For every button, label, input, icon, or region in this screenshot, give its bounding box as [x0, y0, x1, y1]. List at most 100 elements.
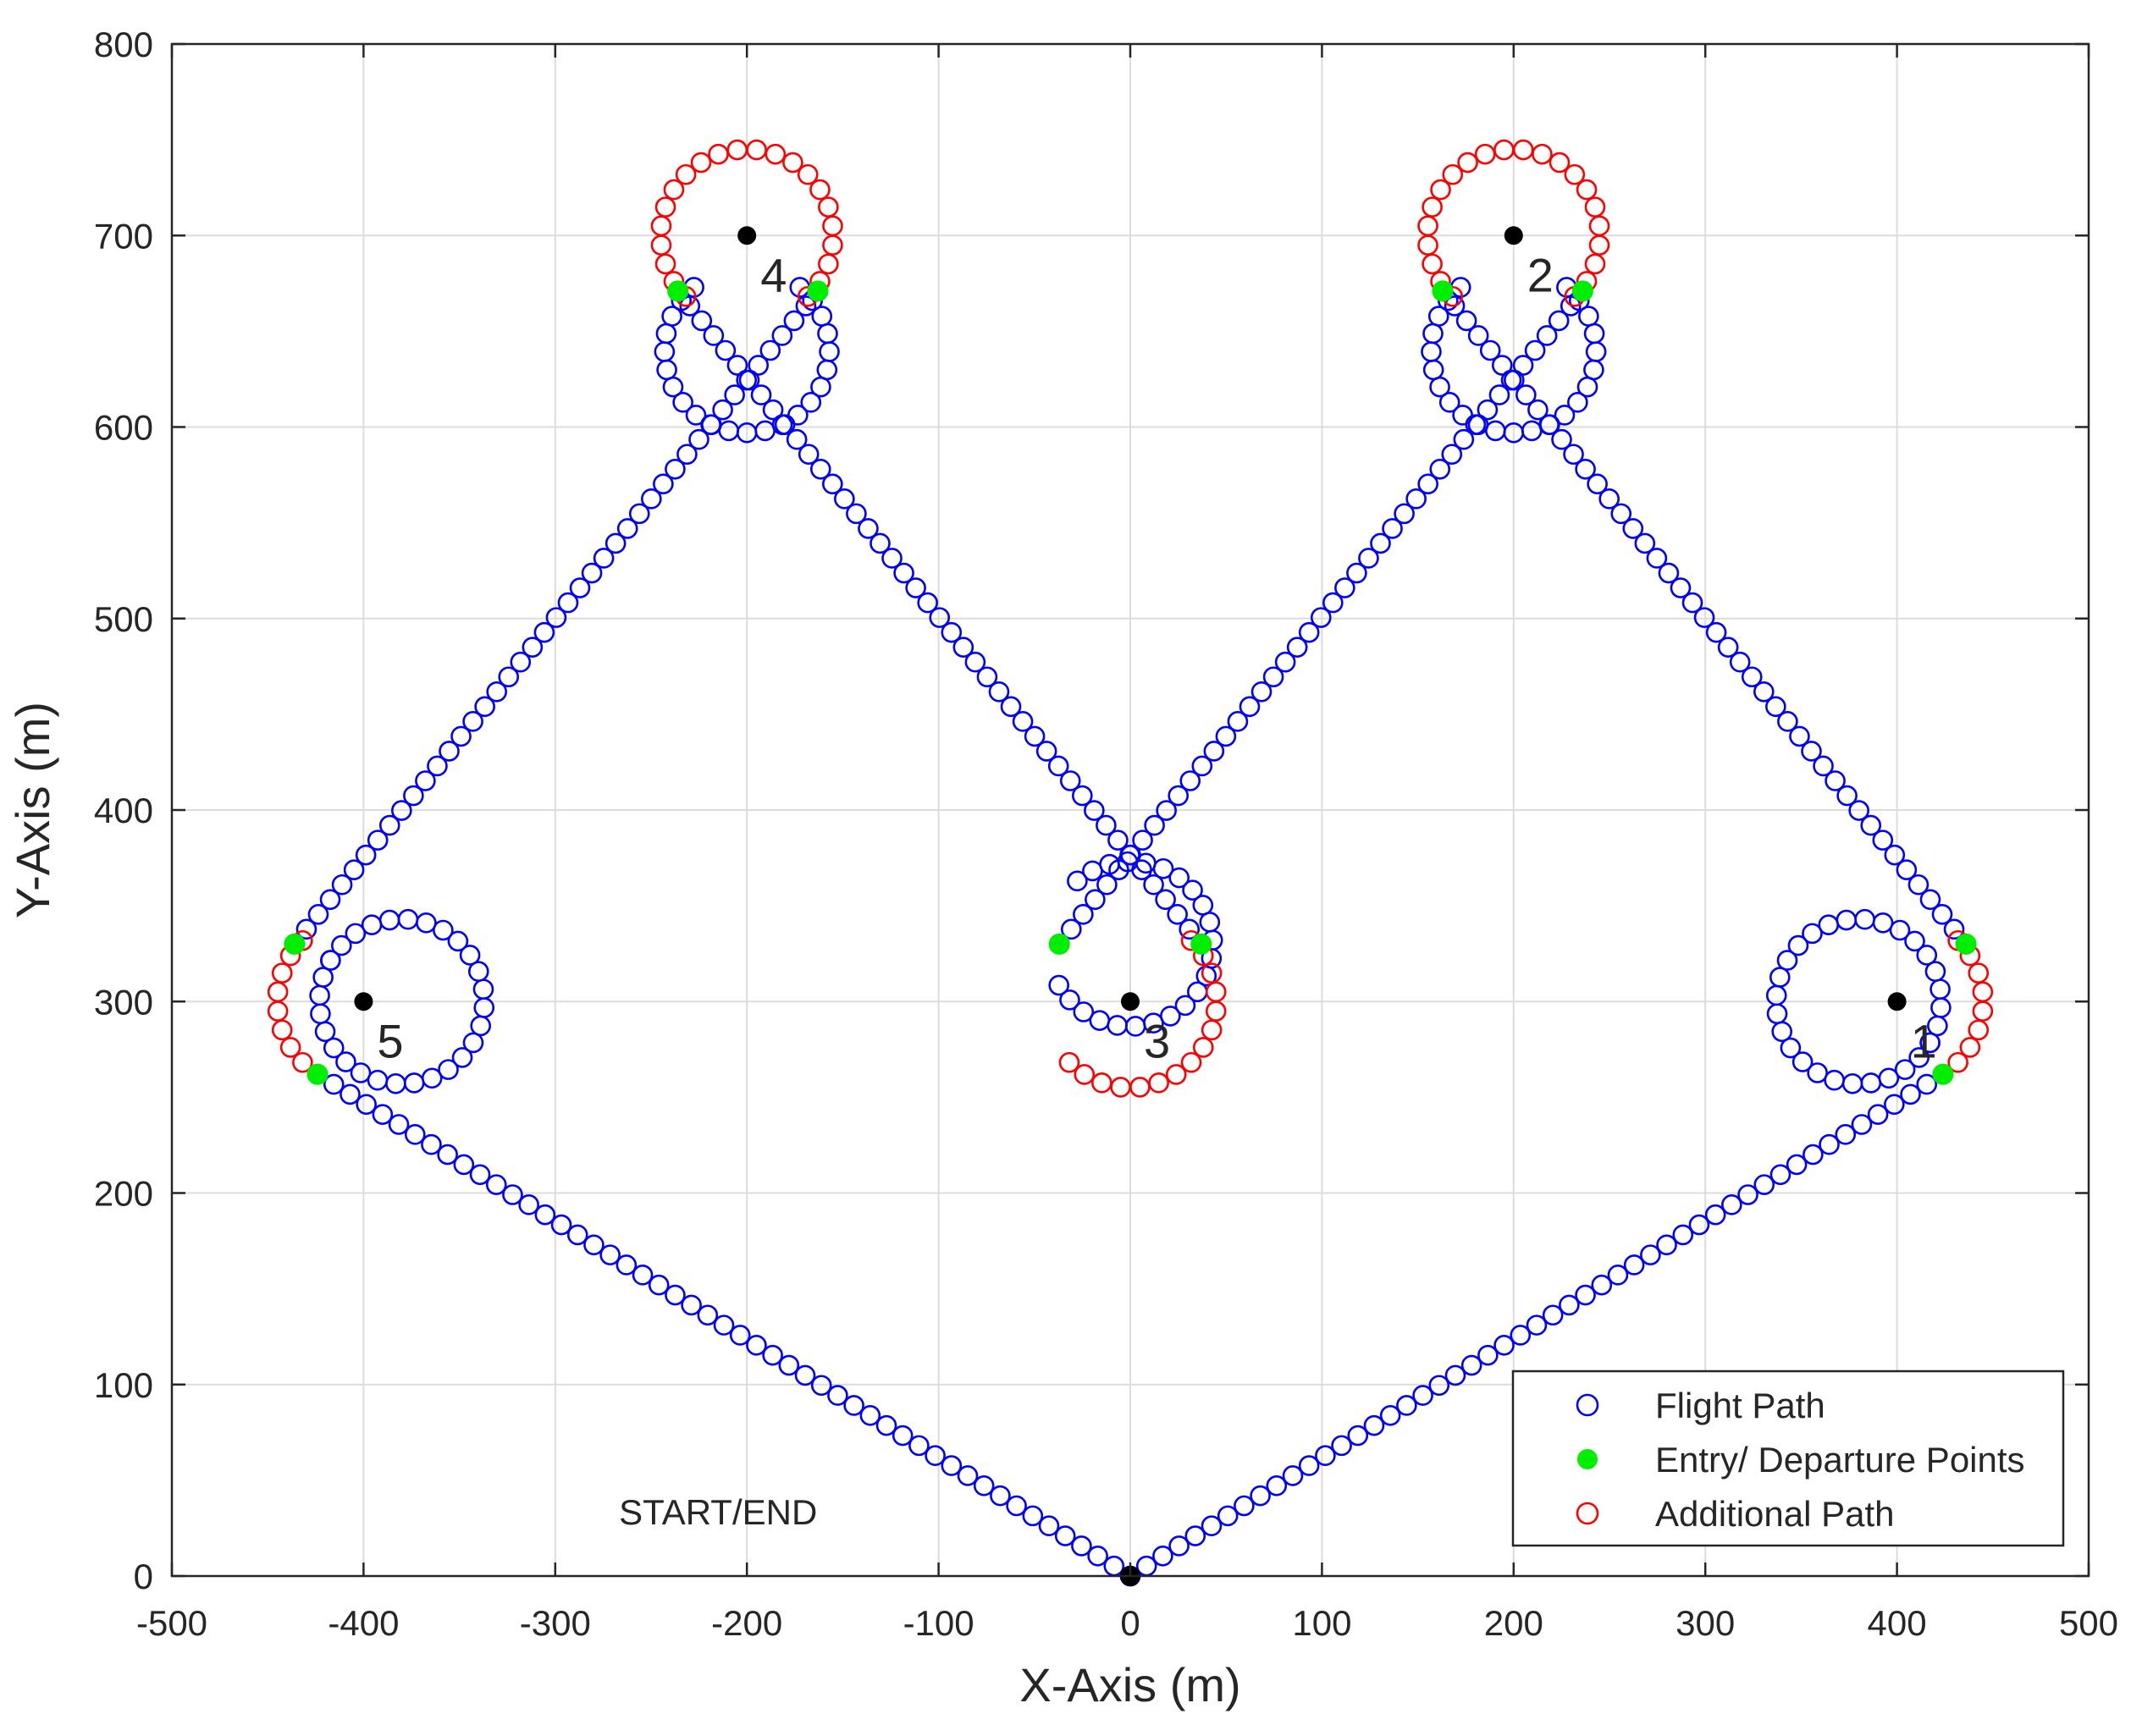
flight-path-point [859, 1405, 881, 1426]
flight-path-point [697, 1304, 719, 1326]
flight-path-point [437, 1144, 458, 1166]
additional-path-point [818, 253, 839, 275]
flight-path-point [1405, 488, 1427, 510]
flight-path-point [1867, 1104, 1889, 1125]
flight-path-point [450, 725, 472, 747]
flight-path-point [447, 930, 469, 952]
y-tick-label: 500 [94, 599, 153, 639]
flight-path-point [462, 711, 483, 732]
flight-path-point [1623, 1254, 1645, 1276]
flight-path-point [662, 376, 684, 398]
flight-path-point [1455, 310, 1477, 332]
flight-path-point [1493, 1335, 1515, 1356]
flight-path-point [1174, 995, 1196, 1017]
flight-path-point [319, 889, 341, 911]
flight-path-point [518, 1194, 539, 1215]
additional-path-point [1532, 143, 1553, 165]
flight-path-point [726, 355, 748, 376]
waypoint-label: 3 [1144, 1014, 1170, 1067]
flight-path-point [1096, 814, 1117, 836]
flight-path-point [809, 458, 831, 480]
flight-path-point [1825, 770, 1846, 791]
additional-path-point [782, 152, 803, 174]
flight-path-point [1943, 918, 1965, 940]
additional-path-point [292, 1051, 313, 1073]
flight-path-point [1073, 1001, 1095, 1022]
flight-path-point [1047, 755, 1069, 777]
waypoint-marker [1887, 992, 1907, 1011]
flight-path-point [1640, 1244, 1661, 1265]
flight-path-point [1634, 532, 1656, 554]
flight-path-point [1916, 1073, 1938, 1095]
flight-path-point [1428, 1375, 1450, 1397]
flight-path-point [1524, 339, 1546, 361]
flight-path-point [892, 1425, 914, 1447]
flight-path-point [1542, 1304, 1564, 1326]
flight-path-point [1836, 785, 1858, 807]
flight-path-point [1526, 1314, 1548, 1336]
flight-path-point [1071, 785, 1093, 807]
flight-path-point [1884, 1094, 1905, 1116]
additional-path-point [1205, 981, 1227, 1003]
flight-path-point [811, 306, 833, 327]
additional-path-point [797, 163, 819, 185]
flight-path-point [1789, 725, 1810, 747]
flight-path-point [1908, 1047, 1929, 1068]
additional-path-point [1074, 1064, 1096, 1085]
flight-path-point [361, 914, 383, 935]
flight-path-point [314, 1021, 336, 1043]
flight-path-point [534, 1204, 556, 1226]
additional-path-point [765, 143, 787, 165]
flight-path-point [1848, 800, 1869, 821]
flight-path-point [1575, 1284, 1596, 1306]
additional-path-point [1968, 1019, 1990, 1041]
x-tick-label: 300 [1676, 1603, 1735, 1643]
flight-path-point [1429, 376, 1450, 398]
flight-path-point [1379, 1405, 1401, 1426]
flight-path-point [681, 1294, 702, 1316]
additional-path-point [1430, 179, 1451, 201]
flight-path-point [1786, 1154, 1808, 1176]
flight-path-point [355, 844, 377, 866]
flight-path-point [1096, 874, 1118, 896]
flight-path-point [1179, 918, 1201, 940]
flight-path-point [1334, 577, 1355, 598]
flight-path-point [1331, 1435, 1352, 1457]
flight-path-point [486, 681, 507, 703]
flight-path-point [1022, 1505, 1044, 1527]
entry-departure-point [284, 933, 306, 955]
flight-path-point [990, 1485, 1011, 1507]
entry-departure-point [1932, 1063, 1954, 1085]
flight-path-point [1444, 1364, 1466, 1386]
additional-path-point [1201, 962, 1223, 984]
flight-path-point [875, 1414, 897, 1436]
flight-path-point [1567, 392, 1588, 413]
flight-path-point [1510, 1325, 1532, 1346]
flight-path-point [827, 1385, 848, 1406]
legend-label: Flight Path [1655, 1386, 1825, 1425]
flight-path-point [1234, 1495, 1255, 1517]
flight-path-point [1681, 592, 1703, 614]
flight-path-point [1168, 785, 1190, 807]
flight-path-point [746, 1335, 767, 1356]
flight-path-point [1729, 651, 1751, 673]
additional-path-point [654, 253, 676, 275]
flight-path-point [771, 414, 793, 436]
waypoint-labels: 1 2 3 4 5 START/END [377, 248, 1936, 1532]
flight-path-point [1884, 844, 1906, 866]
additional-path-point [1129, 1077, 1151, 1098]
flight-path-point [1156, 800, 1177, 821]
flight-path-point [1704, 1204, 1726, 1226]
flight-path-point [533, 621, 555, 643]
x-tick-label: -500 [136, 1603, 207, 1643]
flight-path-point [1575, 458, 1596, 480]
legend-marker-entry-departure [1577, 1449, 1598, 1469]
flight-path-point [1919, 1032, 1941, 1054]
flight-path-point [1191, 755, 1213, 777]
legend-box [1511, 1370, 2065, 1547]
flight-path-point [881, 548, 903, 569]
entry-departure-point [1048, 933, 1070, 955]
flight-path-point [1554, 405, 1576, 426]
ticks: -500 -400 -300 -200 -100 0 100 200 300 400 500 0 100… [94, 25, 2118, 1643]
flight-path-point [1931, 904, 1953, 925]
